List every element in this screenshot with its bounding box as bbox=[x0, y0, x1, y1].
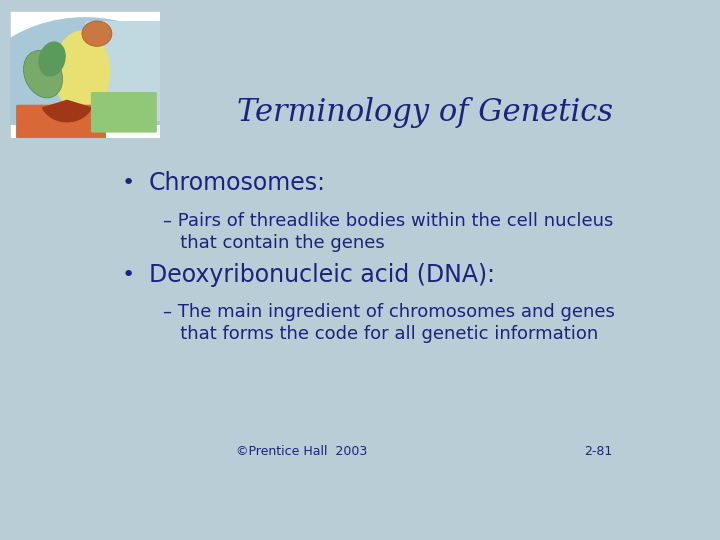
Text: 2-81: 2-81 bbox=[584, 445, 612, 458]
Wedge shape bbox=[42, 99, 92, 123]
FancyBboxPatch shape bbox=[85, 21, 166, 121]
Text: Terminology of Genetics: Terminology of Genetics bbox=[237, 97, 613, 128]
Circle shape bbox=[82, 21, 112, 46]
Text: that contain the genes: that contain the genes bbox=[163, 234, 384, 252]
Text: Chromosomes:: Chromosomes: bbox=[148, 171, 325, 195]
Text: •: • bbox=[121, 265, 135, 285]
Text: that forms the code for all genetic information: that forms the code for all genetic info… bbox=[163, 325, 598, 343]
Ellipse shape bbox=[24, 51, 63, 98]
FancyBboxPatch shape bbox=[16, 105, 106, 139]
Text: Deoxyribonucleic acid (DNA):: Deoxyribonucleic acid (DNA): bbox=[148, 263, 495, 287]
Text: – The main ingredient of chromosomes and genes: – The main ingredient of chromosomes and… bbox=[163, 303, 614, 321]
Text: ©Prentice Hall  2003: ©Prentice Hall 2003 bbox=[236, 445, 368, 458]
Wedge shape bbox=[0, 17, 212, 125]
Text: – Pairs of threadlike bodies within the cell nucleus: – Pairs of threadlike bodies within the … bbox=[163, 212, 613, 230]
Text: •: • bbox=[121, 173, 135, 193]
Ellipse shape bbox=[53, 30, 110, 113]
FancyBboxPatch shape bbox=[91, 92, 157, 133]
FancyBboxPatch shape bbox=[10, 11, 160, 138]
Ellipse shape bbox=[38, 42, 66, 77]
